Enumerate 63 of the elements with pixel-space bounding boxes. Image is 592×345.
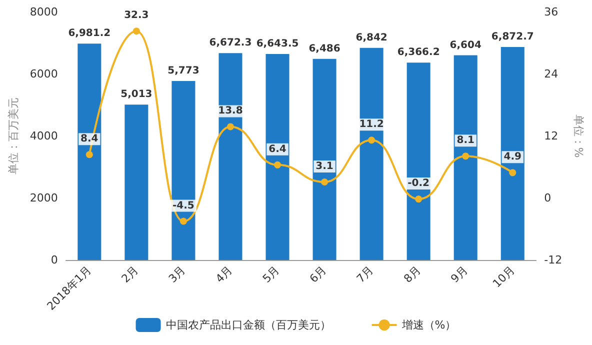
data-label: 6,486	[308, 43, 340, 54]
data-label: -4.5	[172, 200, 194, 212]
bar	[78, 44, 102, 260]
y2-tick-label: 36	[544, 6, 558, 18]
x-tick-label: 10月	[490, 263, 518, 290]
bar	[172, 81, 196, 260]
y-tick-label: 8000	[30, 6, 58, 18]
data-label: 6,842	[356, 32, 388, 44]
x-tick-label: 5月	[260, 263, 282, 286]
bar	[454, 55, 478, 260]
data-label: 6,643.5	[256, 38, 299, 50]
y2-tick-label: 24	[544, 68, 558, 80]
point	[321, 178, 328, 186]
point	[132, 28, 140, 35]
y2-tick-label: 12	[544, 130, 558, 142]
bar	[312, 58, 336, 260]
point	[462, 152, 470, 160]
y-tick-label: 6000	[30, 68, 58, 80]
point	[226, 123, 234, 130]
bar	[406, 62, 430, 260]
data-label: 11.2	[359, 119, 384, 130]
data-label: 4.9	[504, 152, 522, 163]
x-tick-label: 2月	[119, 263, 142, 286]
bar	[500, 46, 524, 260]
data-label: -0.2	[408, 178, 430, 190]
x-tick-label: 6月	[307, 263, 330, 286]
y-axis-title: 单位：百万美元	[7, 98, 20, 174]
point	[86, 151, 93, 158]
data-label: 5,773	[168, 66, 200, 77]
y-tick-label: 4000	[30, 130, 58, 142]
point	[368, 136, 376, 144]
point	[274, 161, 281, 168]
data-label: 32.3	[124, 10, 149, 22]
data-label: 6,672.3	[209, 38, 252, 49]
legend-label: 中国农产品出口金额（百万美元）	[166, 318, 331, 332]
data-label: 5,013	[120, 89, 152, 100]
x-tick-label: 7月	[354, 263, 376, 286]
legend-label: 增速（%）	[400, 318, 456, 332]
point	[415, 196, 422, 203]
bar	[218, 53, 242, 260]
x-tick-label: 3月	[166, 263, 188, 286]
data-label: 6,366.2	[397, 47, 440, 58]
y2-tick-label: 0	[544, 192, 552, 204]
data-label: 3.1	[316, 160, 334, 172]
point	[180, 218, 187, 225]
y2-axis-title: 单位：%	[572, 114, 585, 158]
bar	[360, 48, 384, 260]
data-label: 8.1	[456, 135, 474, 146]
data-label: 6,604	[450, 40, 482, 51]
data-label: 13.8	[218, 106, 243, 117]
x-tick-label: 8月	[401, 263, 424, 286]
data-label: 8.4	[80, 134, 98, 145]
y2-tick-label: -12	[544, 254, 562, 266]
bar	[266, 54, 290, 260]
data-label: 6,981.2	[68, 28, 111, 40]
y-tick-label: 0	[50, 254, 58, 266]
y-tick-label: 2000	[30, 192, 58, 204]
data-label: 6.4	[268, 144, 286, 155]
bar	[124, 104, 148, 260]
x-tick-label: 9月	[448, 263, 470, 286]
x-tick-label: 4月	[213, 263, 236, 286]
point	[509, 169, 516, 176]
data-label: 6,872.7	[491, 31, 534, 42]
